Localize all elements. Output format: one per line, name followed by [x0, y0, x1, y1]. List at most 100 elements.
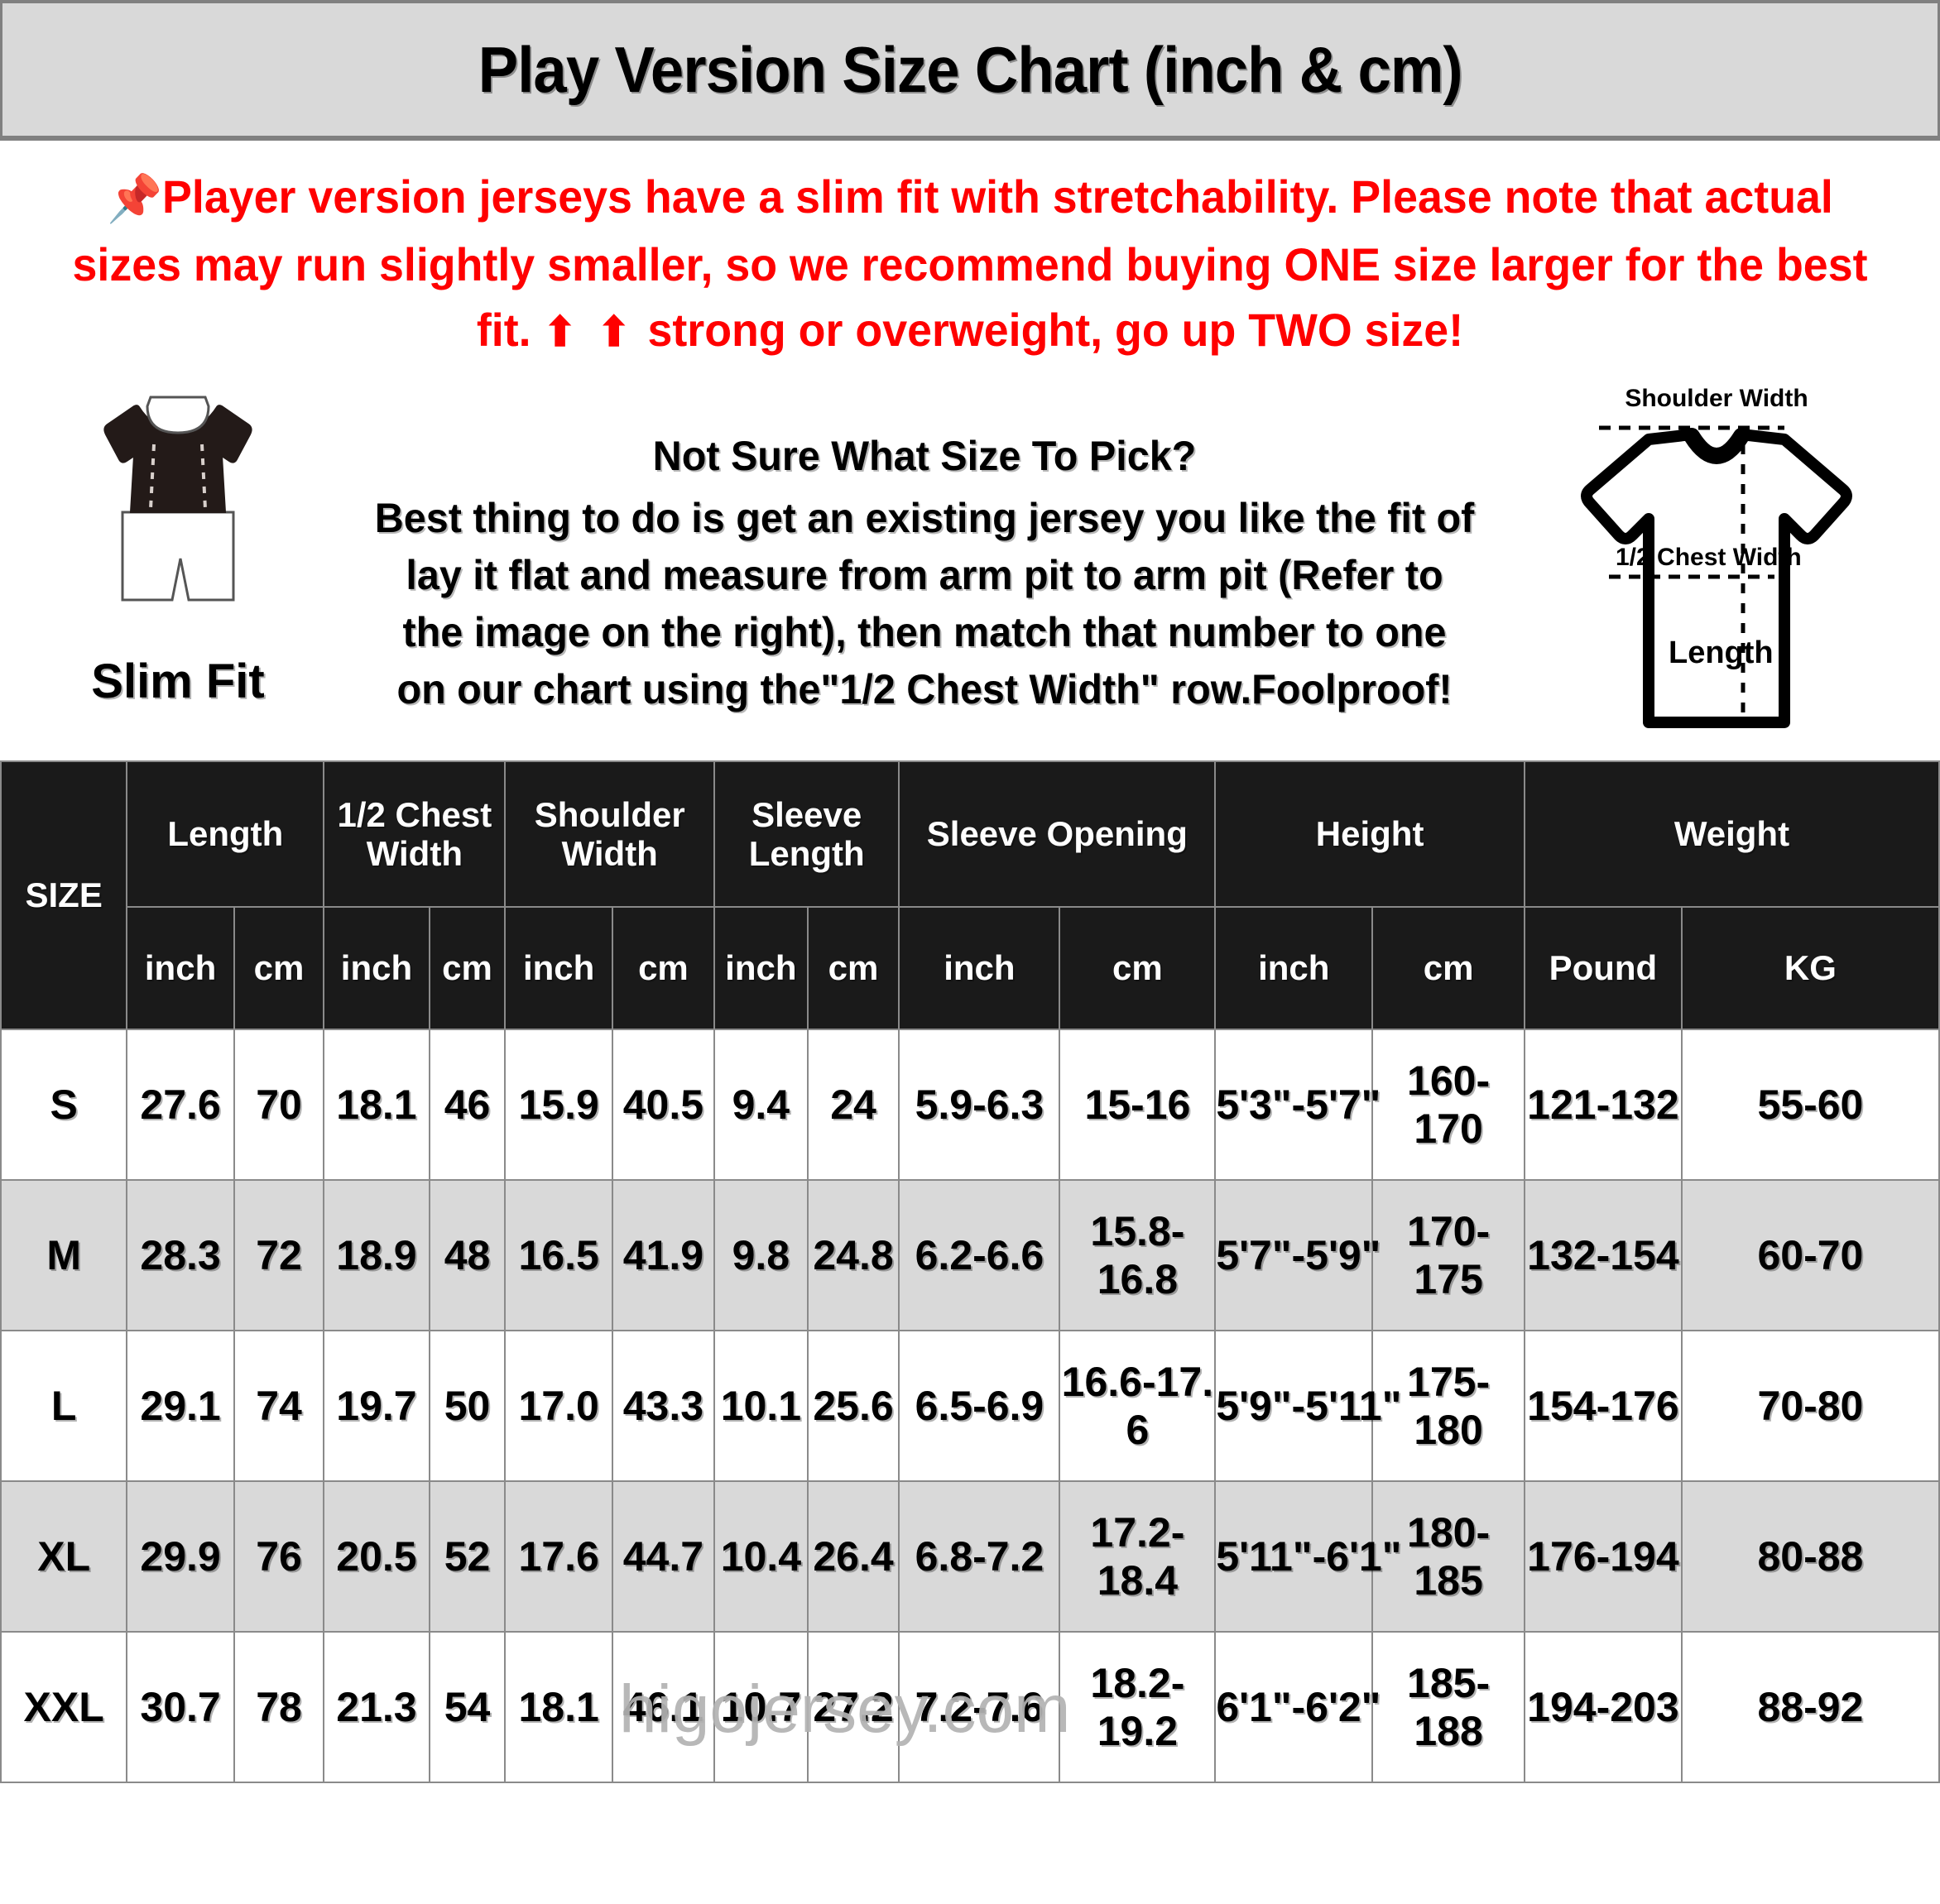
svg-text:Length: Length: [1669, 635, 1774, 670]
size-table-wrapper: higojersey.com SIZE Length 1/2 Chest Wid…: [0, 760, 1940, 1783]
cell-sleeve-opening-cm: 16.6-17. 6: [1059, 1329, 1217, 1482]
slim-fit-block: Slim Fit: [25, 378, 331, 709]
slim-fit-jersey-icon: [83, 386, 273, 639]
cell-length-cm: 70: [233, 1028, 325, 1181]
fit-notice: 📌Player version jerseys have a slim fit …: [39, 141, 1901, 372]
cell-weight-pound: 176-194: [1523, 1480, 1683, 1633]
table-head: SIZE Length 1/2 Chest Width Shoulder Wid…: [0, 760, 1940, 1030]
cell-half-chest-cm: 54: [428, 1630, 507, 1783]
header-unit-sleeve-opening-cm: cm: [1059, 905, 1217, 1030]
header-group-length: Length: [126, 760, 325, 908]
header-unit-length-inch: inch: [126, 905, 235, 1030]
cell-length-cm: 72: [233, 1178, 325, 1331]
cell-shoulder-cm: 44.7: [611, 1480, 716, 1633]
cell-sleeve-length-inch: 9.8: [713, 1178, 809, 1331]
table-header-row-units: inch cm inch cm inch cm inch cm inch cm …: [1, 905, 1940, 1030]
cell-size: S: [0, 1028, 128, 1181]
cell-weight-kg: 55-60: [1680, 1028, 1940, 1181]
cell-length-cm: 78: [233, 1630, 325, 1783]
cell-sleeve-opening-inch: 6.2-6.6: [898, 1178, 1061, 1331]
cell-height-cm: 180-185: [1371, 1480, 1525, 1633]
info-zone: Slim Fit Not Sure What Size To Pick? Bes…: [0, 372, 1940, 760]
header-unit-weight-kg: KG: [1680, 905, 1940, 1030]
cell-weight-pound: 194-203: [1523, 1630, 1683, 1783]
cell-half-chest-cm: 50: [428, 1329, 507, 1482]
shoulder-width-label: Shoulder Width: [1625, 384, 1808, 412]
header-unit-weight-pound: Pound: [1523, 905, 1683, 1030]
cell-shoulder-inch: 18.1: [504, 1630, 613, 1783]
cell-size: XL: [0, 1480, 128, 1633]
header-unit-sleeve-opening-inch: inch: [898, 905, 1061, 1030]
cell-sleeve-opening-inch: 7.2-7.6: [898, 1630, 1061, 1783]
table-body: S 27.6 70 18.1 46 15.9 40.5 9.4 24 5.9-6…: [0, 1028, 1940, 1783]
cell-shoulder-cm: 43.3: [611, 1329, 716, 1482]
cell-half-chest-inch: 21.3: [323, 1630, 430, 1783]
svg-text:1/2 Chest Width: 1/2 Chest Width: [1616, 544, 1802, 571]
cell-half-chest-inch: 18.9: [323, 1178, 430, 1331]
cell-weight-kg: 88-92: [1680, 1630, 1940, 1783]
page-title: Play Version Size Chart (inch & cm): [478, 32, 1463, 106]
cell-length-inch: 30.7: [126, 1630, 235, 1783]
cell-sleeve-length-inch: 10.7: [713, 1630, 809, 1783]
cell-sleeve-length-cm: 25.6: [806, 1329, 900, 1482]
cell-shoulder-inch: 17.6: [504, 1480, 613, 1633]
cell-sleeve-opening-cm: 15-16: [1059, 1028, 1217, 1181]
pushpin-icon: 📌: [107, 172, 163, 224]
cell-height-cm: 170-175: [1371, 1178, 1525, 1331]
cell-sleeve-length-inch: 9.4: [713, 1028, 809, 1181]
table-header-row-group: SIZE Length 1/2 Chest Width Shoulder Wid…: [0, 760, 1940, 1030]
cell-weight-kg: 70-80: [1680, 1329, 1940, 1482]
notice-line-1: Player version jerseys have a slim fit w…: [72, 170, 1833, 290]
cell-shoulder-cm: 40.5: [611, 1028, 716, 1181]
cell-shoulder-cm: 46.1: [611, 1630, 716, 1783]
cell-sleeve-opening-inch: 6.5-6.9: [898, 1329, 1061, 1482]
up-arrow-icon: ⬆ ⬆: [543, 309, 636, 356]
cell-shoulder-inch: 16.5: [504, 1178, 613, 1331]
cell-weight-kg: 80-88: [1680, 1480, 1940, 1633]
size-chart-table: SIZE Length 1/2 Chest Width Shoulder Wid…: [0, 760, 1940, 1783]
header-unit-shoulder-cm: cm: [611, 905, 716, 1030]
cell-height-inch: 5'7"-5'9": [1214, 1178, 1381, 1331]
cell-shoulder-inch: 15.9: [504, 1028, 613, 1181]
table-row: XXL 30.7 78 21.3 54 18.1 46.1 10.7 27.2 …: [0, 1630, 1940, 1783]
header-group-weight: Weight: [1523, 760, 1940, 908]
header-group-half-chest-width: 1/2 Chest Width: [323, 760, 507, 908]
cell-weight-pound: 154-176: [1523, 1329, 1683, 1482]
cell-height-inch: 5'9"-5'11": [1214, 1329, 1401, 1482]
cell-shoulder-inch: 17.0: [504, 1329, 613, 1482]
header-unit-sleeve-length-cm: cm: [806, 905, 900, 1030]
header-unit-height-inch: inch: [1214, 905, 1374, 1030]
cell-height-cm: 160-170: [1371, 1028, 1525, 1181]
header-unit-height-cm: cm: [1371, 905, 1525, 1030]
header-unit-shoulder-inch: inch: [504, 905, 613, 1030]
header-unit-sleeve-length-inch: inch: [713, 905, 809, 1030]
cell-height-inch: 5'3"-5'7": [1214, 1028, 1381, 1181]
cell-sleeve-opening-inch: 5.9-6.3: [898, 1028, 1061, 1181]
cell-half-chest-inch: 18.1: [323, 1028, 430, 1181]
cell-sleeve-length-cm: 24.8: [806, 1178, 900, 1331]
header-unit-half-chest-cm: cm: [428, 905, 507, 1030]
cell-sleeve-length-cm: 26.4: [806, 1480, 900, 1633]
cell-weight-kg: 60-70: [1680, 1178, 1940, 1331]
cell-sleeve-opening-cm: 18.2-19.2: [1059, 1630, 1217, 1783]
header-group-sleeve-opening: Sleeve Opening: [898, 760, 1217, 908]
cell-height-cm: 175-180: [1371, 1329, 1525, 1482]
cell-sleeve-opening-cm: 15.8-16.8: [1059, 1178, 1217, 1331]
cell-half-chest-inch: 19.7: [323, 1329, 430, 1482]
cell-length-inch: 29.1: [126, 1329, 235, 1482]
tee-diagram-block: Shoulder Width 1/2 Chest Width Length: [1518, 378, 1915, 766]
cell-sleeve-opening-inch: 6.8-7.2: [898, 1480, 1061, 1633]
cell-length-cm: 76: [233, 1480, 325, 1633]
cell-size: XXL: [0, 1630, 128, 1783]
cell-sleeve-length-cm: 24: [806, 1028, 900, 1181]
notice-line-2a: slightly smaller, so we recommend buying…: [379, 237, 1868, 357]
cell-size: L: [0, 1329, 128, 1482]
table-row: L 29.1 74 19.7 50 17.0 43.3 10.1 25.6 6.…: [0, 1329, 1940, 1482]
table-row: XL 29.9 76 20.5 52 17.6 44.7 10.4 26.4 6…: [0, 1480, 1940, 1633]
slim-fit-label: Slim Fit: [91, 654, 265, 708]
cell-weight-pound: 132-154: [1523, 1178, 1683, 1331]
table-row: M 28.3 72 18.9 48 16.5 41.9 9.8 24.8 6.2…: [0, 1178, 1940, 1331]
header-unit-half-chest-inch: inch: [323, 905, 430, 1030]
cell-shoulder-cm: 41.9: [611, 1178, 716, 1331]
